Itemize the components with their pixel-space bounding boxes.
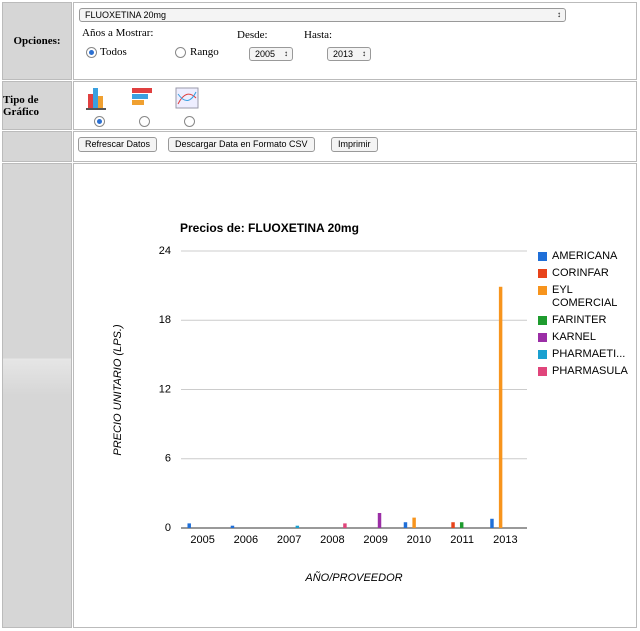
- legend-item: PHARMASULA: [538, 365, 633, 378]
- legend-swatch: [538, 333, 547, 342]
- chart-type-hbar[interactable]: [139, 116, 150, 127]
- options-label: Opciones:: [2, 2, 72, 80]
- radio-all-label: Todos: [100, 46, 127, 58]
- radio-all[interactable]: [86, 47, 97, 58]
- chart-type-line[interactable]: [184, 116, 195, 127]
- legend-label: EYL COMERCIAL: [552, 284, 618, 309]
- years-label: Años a Mostrar:: [82, 27, 154, 39]
- legend-label: FARINTER: [552, 314, 607, 326]
- bar: [230, 525, 235, 528]
- radio-range[interactable]: [175, 47, 186, 58]
- radio-range-label: Rango: [190, 46, 219, 58]
- chart-left-cell: [2, 163, 72, 628]
- bar: [412, 517, 416, 528]
- legend-item: KARNEL: [538, 331, 633, 344]
- bar: [459, 522, 464, 528]
- to-select[interactable]: 2013: [327, 47, 371, 61]
- bar: [343, 523, 347, 528]
- to-label: Hasta:: [304, 29, 333, 41]
- bar: [377, 512, 382, 528]
- x-tick-label: 2005: [190, 534, 214, 546]
- legend-swatch: [538, 316, 547, 325]
- y-tick-label: 0: [165, 522, 171, 534]
- legend-item: EYL COMERCIAL: [538, 284, 633, 310]
- legend-label: KARNEL: [552, 331, 597, 343]
- refresh-button[interactable]: Refrescar Datos: [78, 137, 158, 152]
- chart-type-cell: [73, 81, 637, 130]
- buttons-label-cell: [2, 131, 72, 162]
- legend: AMERICANA CORINFAR EYL COMERCIAL FARINTER KA…: [538, 250, 633, 382]
- legend-label: AMERICANA: [552, 250, 618, 262]
- chart: Precios de: FLUOXETINA 20mg AÑO/PROVEEDO…: [112, 221, 527, 584]
- x-axis-title: AÑO/PROVEEDOR: [304, 571, 402, 584]
- from-label: Desde:: [237, 29, 268, 41]
- x-tick-label: 2008: [320, 534, 344, 546]
- bar: [498, 286, 503, 528]
- x-tick-label: 2007: [277, 534, 301, 546]
- csv-button[interactable]: Descargar Data en Formato CSV: [168, 137, 315, 152]
- legend-label: PHARMAETI...: [552, 348, 626, 360]
- y-tick-label: 12: [159, 383, 171, 395]
- x-tick-label: 2013: [493, 534, 517, 546]
- options-cell: FLUOXETINA 20mg Años a Mostrar: Todos Ra…: [73, 2, 637, 80]
- x-tick-label: 2011: [450, 534, 474, 546]
- bar: [451, 522, 455, 528]
- legend-item: AMERICANA: [538, 250, 633, 263]
- legend-label: PHARMASULA: [552, 365, 628, 377]
- bar: [403, 522, 408, 528]
- bar: [490, 518, 494, 528]
- x-tick-label: 2010: [407, 534, 431, 546]
- product-select[interactable]: FLUOXETINA 20mg: [79, 8, 566, 22]
- chart-cell: [73, 163, 637, 628]
- chart-title: Precios de: FLUOXETINA 20mg: [180, 221, 359, 235]
- bar: [187, 523, 191, 528]
- y-tick-label: 18: [159, 314, 171, 326]
- legend-item: CORINFAR: [538, 267, 633, 280]
- chart-type-bar[interactable]: [94, 116, 105, 127]
- y-axis-title: PRECIO UNITARIO (LPS.): [112, 324, 124, 456]
- chart-type-label: Tipo de Gráfico: [2, 81, 72, 130]
- legend-swatch: [538, 286, 547, 295]
- buttons-cell: Refrescar Datos Descargar Data en Format…: [73, 131, 637, 162]
- from-select[interactable]: 2005: [249, 47, 293, 61]
- legend-item: PHARMAETI...: [538, 348, 633, 361]
- legend-swatch: [538, 350, 547, 359]
- legend-swatch: [538, 367, 547, 376]
- legend-label: CORINFAR: [552, 267, 609, 279]
- y-tick-label: 24: [159, 245, 171, 257]
- y-tick-label: 6: [165, 453, 171, 465]
- chart-type-icons: [86, 87, 199, 110]
- legend-item: FARINTER: [538, 314, 633, 327]
- print-button[interactable]: Imprimir: [331, 137, 378, 152]
- x-tick-label: 2006: [234, 534, 258, 546]
- x-tick-label: 2009: [363, 534, 387, 546]
- legend-swatch: [538, 269, 547, 278]
- bar: [295, 525, 300, 528]
- legend-swatch: [538, 252, 547, 261]
